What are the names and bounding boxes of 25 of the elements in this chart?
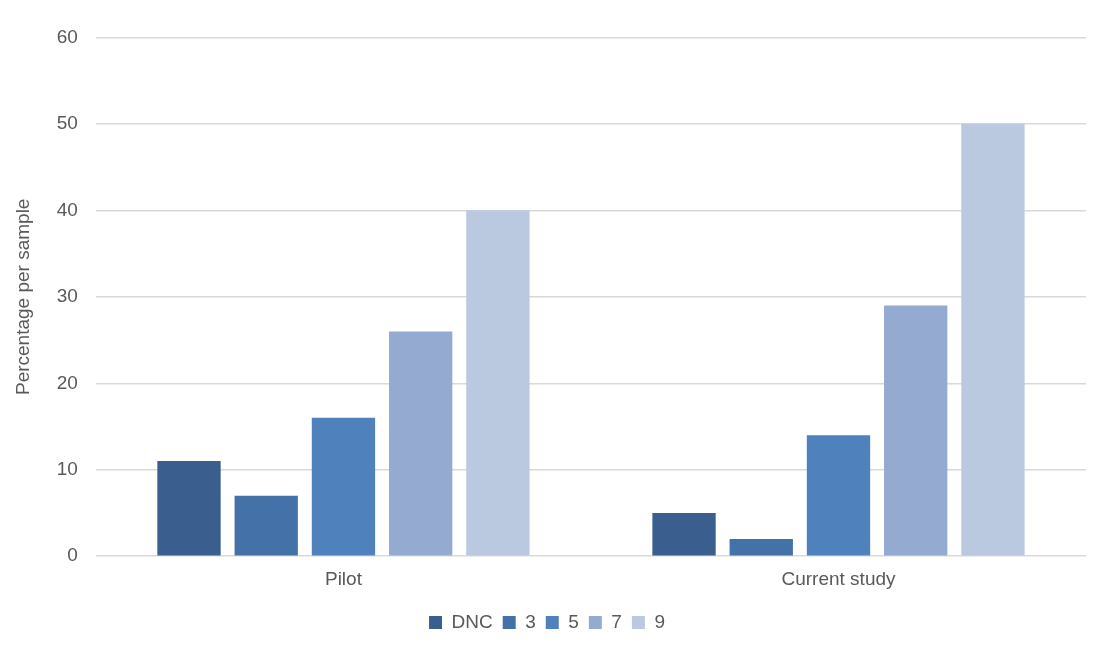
x-tick-label: Pilot [324, 567, 363, 589]
legend-label: 5 [568, 610, 579, 632]
bar [466, 210, 530, 556]
x-tick-label: Current study [781, 567, 897, 589]
y-tick-label: 40 [56, 198, 78, 220]
bar [884, 305, 948, 556]
bar [652, 512, 716, 556]
bar [806, 435, 871, 556]
bar [234, 495, 298, 556]
y-tick-label: 20 [56, 371, 78, 393]
bar [389, 331, 453, 556]
bar [311, 417, 376, 556]
bar [961, 123, 1025, 556]
y-tick-label: 0 [67, 544, 78, 566]
y-tick-label: 60 [56, 25, 78, 47]
legend-label: 7 [611, 610, 622, 632]
y-tick-label: 30 [56, 285, 78, 307]
y-tick-label: 10 [56, 457, 78, 479]
legend-label: DNC [451, 610, 493, 632]
y-tick-label: 50 [56, 112, 78, 134]
y-axis-title: Percentage per sample [11, 198, 33, 396]
legend-label: 3 [525, 610, 536, 632]
bar [729, 538, 793, 556]
legend-label: 9 [654, 610, 665, 632]
bar [157, 461, 221, 556]
